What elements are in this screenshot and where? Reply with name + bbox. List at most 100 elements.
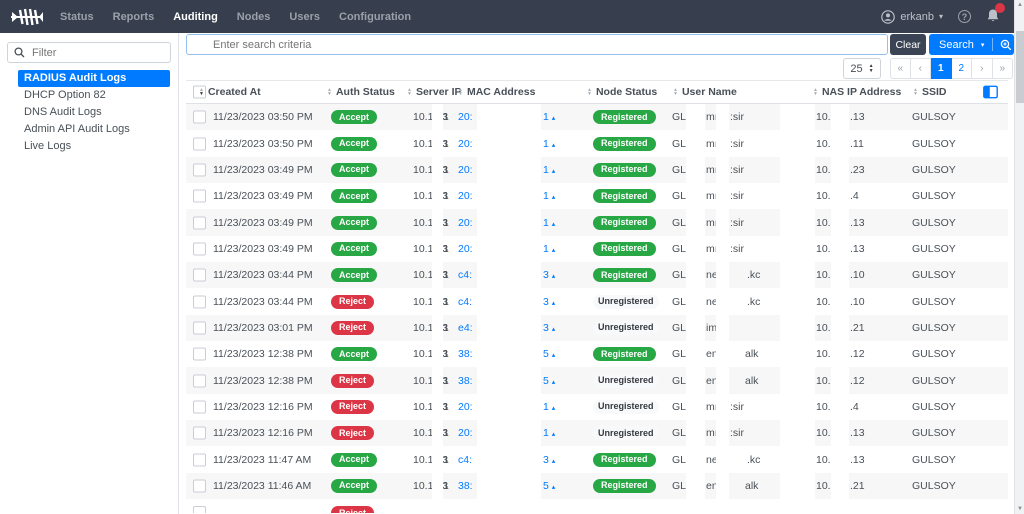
table-row[interactable]: 11/23/2023 12:16 PMReject10.10.3120:1 ▴U…: [186, 394, 1008, 420]
table-row[interactable]: 11/23/2023 03:49 PMAccept10.10.3120:1 ▴R…: [186, 157, 1008, 183]
mac-address-link[interactable]: 3 ▴: [543, 269, 555, 281]
table-row[interactable]: 11/23/2023 03:50 PMAccept10.10.3120:1 ▴R…: [186, 130, 1008, 156]
page-size-select[interactable]: 25 ▲▼: [843, 58, 881, 79]
row-checkbox[interactable]: [193, 190, 206, 203]
column-header-ssid[interactable]: ▲▼ SSID: [913, 86, 946, 98]
notifications-button[interactable]: [986, 8, 1000, 26]
row-checkbox[interactable]: [193, 427, 206, 440]
mac-dropup-icon[interactable]: ▴: [552, 405, 556, 412]
nav-item-users[interactable]: Users: [289, 11, 320, 23]
mac-address-link[interactable]: 5 ▴: [543, 375, 555, 387]
mac-address-link[interactable]: 1 ▴: [543, 138, 555, 150]
mac-dropup-icon[interactable]: ▴: [552, 352, 556, 359]
vertical-scrollbar[interactable]: ▲ ▼: [1014, 0, 1024, 514]
row-checkbox[interactable]: [193, 453, 206, 466]
table-row[interactable]: 11/23/2023 03:44 PMReject10.10.31c4:3 ▴U…: [186, 288, 1008, 314]
mac-dropup-icon[interactable]: ▴: [552, 458, 556, 465]
mac-address-link[interactable]: 1 ▴: [543, 401, 555, 413]
nav-item-nodes[interactable]: Nodes: [237, 11, 271, 23]
scrollbar-thumb[interactable]: [1016, 31, 1024, 103]
mac-address-link[interactable]: 20:: [458, 427, 473, 439]
packetfence-logo-icon[interactable]: [10, 7, 44, 27]
sidebar-filter-input[interactable]: [7, 42, 171, 63]
table-row[interactable]: 11/23/2023 12:38 PMAccept10.10.3138:5 ▴R…: [186, 341, 1008, 367]
mac-address-link[interactable]: 1 ▴: [543, 111, 555, 123]
mac-address-link[interactable]: 5 ▴: [543, 480, 555, 492]
mac-address-link[interactable]: 1 ▴: [543, 190, 555, 202]
table-row[interactable]: 11/23/2023 03:01 PMReject10.10.31e4:3 ▴U…: [186, 315, 1008, 341]
row-checkbox[interactable]: [193, 269, 206, 282]
mac-address-link[interactable]: 20:: [458, 217, 473, 229]
table-row-partial[interactable]: Reject: [186, 499, 1008, 513]
table-row[interactable]: 11/23/2023 12:38 PMReject10.10.3138:5 ▴U…: [186, 367, 1008, 393]
mac-address-link[interactable]: 38:: [458, 480, 473, 492]
chevron-down-icon[interactable]: ▾: [981, 41, 985, 49]
mac-address-link[interactable]: e4:: [458, 322, 473, 334]
mac-dropup-icon[interactable]: ▴: [552, 168, 556, 175]
page-1-button[interactable]: 1: [931, 58, 952, 79]
mac-address-link[interactable]: 1 ▴: [543, 243, 555, 255]
nav-item-auditing[interactable]: Auditing: [173, 11, 218, 23]
column-header-server-ip[interactable]: ▲▼ Server IP: [407, 86, 462, 98]
first-page-button[interactable]: «: [890, 58, 911, 79]
row-checkbox[interactable]: [193, 216, 206, 229]
table-row[interactable]: 11/23/2023 11:46 AMAccept10.10.3138:5 ▴R…: [186, 473, 1008, 499]
column-header-nas-ip-address[interactable]: ▲▼ NAS IP Address: [813, 86, 901, 98]
row-checkbox[interactable]: [193, 506, 206, 513]
scroll-down-arrow[interactable]: ▼: [1015, 504, 1024, 514]
user-menu[interactable]: erkanb ▾: [881, 10, 943, 24]
row-checkbox[interactable]: [193, 242, 206, 255]
mac-address-link[interactable]: 1 ▴: [543, 427, 555, 439]
column-header-created-at[interactable]: ▲▼ Created At: [199, 86, 261, 98]
mac-dropup-icon[interactable]: ▴: [552, 247, 556, 254]
mac-address-link[interactable]: 20:: [458, 401, 473, 413]
sidebar-item-radius-audit-logs[interactable]: RADIUS Audit Logs: [18, 70, 170, 87]
mac-dropup-icon[interactable]: ▴: [552, 115, 556, 122]
column-header-mac-address[interactable]: ▲▼ MAC Address: [458, 86, 535, 98]
mac-address-link[interactable]: 3 ▴: [543, 296, 555, 308]
mac-address-link[interactable]: 20:: [458, 111, 473, 123]
mac-address-link[interactable]: c4:: [458, 296, 472, 308]
row-checkbox[interactable]: [193, 374, 206, 387]
table-row[interactable]: 11/23/2023 03:50 PMAccept10.10.3120:1 ▴R…: [186, 104, 1008, 130]
table-row[interactable]: 11/23/2023 03:49 PMAccept10.10.3120:1 ▴R…: [186, 183, 1008, 209]
mac-address-link[interactable]: 1 ▴: [543, 164, 555, 176]
mac-dropup-icon[interactable]: ▴: [552, 300, 556, 307]
sidebar-item-dhcp-option-82[interactable]: DHCP Option 82: [18, 87, 170, 104]
mac-address-link[interactable]: 20:: [458, 243, 473, 255]
last-page-button[interactable]: »: [993, 58, 1014, 79]
mac-dropup-icon[interactable]: ▴: [552, 431, 556, 438]
table-row[interactable]: 11/23/2023 03:44 PMAccept10.10.31c4:3 ▴R…: [186, 262, 1008, 288]
column-header-user-name[interactable]: ▲▼ User Name: [673, 86, 737, 98]
prev-page-button[interactable]: ‹: [911, 58, 932, 79]
mac-address-link[interactable]: 20:: [458, 190, 473, 202]
help-icon[interactable]: ?: [958, 10, 971, 23]
search-button[interactable]: Search: [929, 39, 974, 51]
sidebar-item-live-logs[interactable]: Live Logs: [18, 138, 170, 155]
search-input[interactable]: [186, 34, 888, 55]
column-header-node-status[interactable]: ▲▼ Node Status: [587, 86, 657, 98]
mac-address-link[interactable]: c4:: [458, 269, 472, 281]
table-row[interactable]: 11/23/2023 11:47 AMAccept10.10.31c4:3 ▴R…: [186, 446, 1008, 472]
mac-address-link[interactable]: 38:: [458, 348, 473, 360]
row-checkbox[interactable]: [193, 348, 206, 361]
page-2-button[interactable]: 2: [952, 58, 973, 79]
mac-dropup-icon[interactable]: ▴: [552, 221, 556, 228]
table-row[interactable]: 11/23/2023 03:49 PMAccept10.10.3120:1 ▴R…: [186, 236, 1008, 262]
advanced-search-icon[interactable]: [1000, 39, 1012, 51]
mac-address-link[interactable]: c4:: [458, 454, 472, 466]
mac-address-link[interactable]: 38:: [458, 375, 473, 387]
nav-item-reports[interactable]: Reports: [113, 11, 155, 23]
row-checkbox[interactable]: [193, 111, 206, 124]
mac-dropup-icon[interactable]: ▴: [552, 326, 556, 333]
mac-dropup-icon[interactable]: ▴: [552, 194, 556, 201]
sidebar-item-dns-audit-logs[interactable]: DNS Audit Logs: [18, 104, 170, 121]
table-row[interactable]: 11/23/2023 12:16 PMReject10.10.3120:1 ▴U…: [186, 420, 1008, 446]
sidebar-item-admin-api-audit-logs[interactable]: Admin API Audit Logs: [18, 121, 170, 138]
mac-address-link[interactable]: 3 ▴: [543, 322, 555, 334]
mac-dropup-icon[interactable]: ▴: [552, 273, 556, 280]
row-checkbox[interactable]: [193, 400, 206, 413]
row-checkbox[interactable]: [193, 137, 206, 150]
mac-address-link[interactable]: 20:: [458, 164, 473, 176]
row-checkbox[interactable]: [193, 479, 206, 492]
